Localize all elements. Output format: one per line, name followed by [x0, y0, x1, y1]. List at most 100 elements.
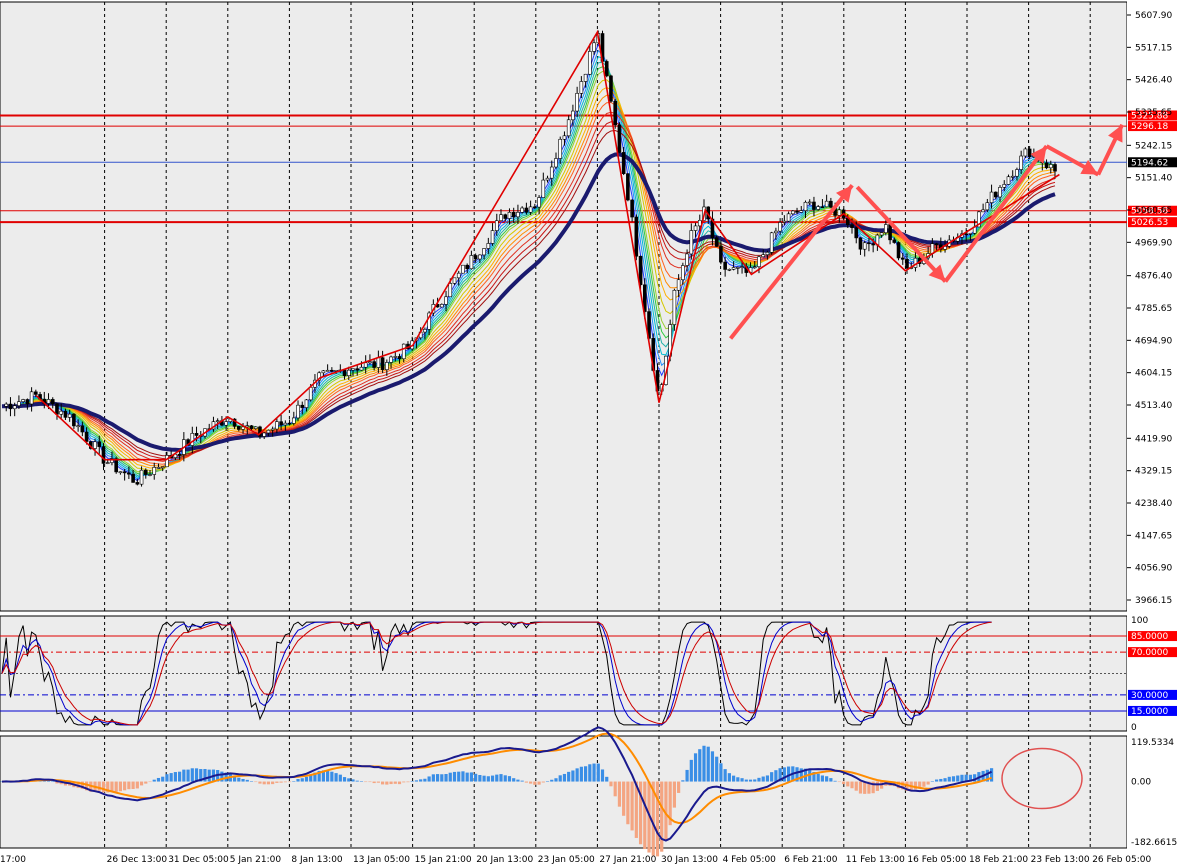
stochastic-tick-label: 0	[1131, 723, 1137, 733]
price-tick-label: 3966.15	[1135, 596, 1172, 606]
macd-histogram-bar	[778, 768, 782, 782]
macd-histogram-bar	[309, 774, 313, 782]
candle-body	[583, 73, 588, 82]
stochastic-line	[1, 621, 992, 726]
macd-histogram-bar	[693, 753, 698, 782]
candle-body	[621, 152, 626, 174]
macd-histogram-bar	[753, 779, 757, 782]
candle-body	[989, 191, 994, 203]
macd-histogram-bar	[279, 781, 283, 783]
macd-histogram-bar	[516, 779, 520, 782]
macd-histogram-bar	[545, 781, 550, 782]
candle-body	[368, 361, 372, 364]
macd-histogram-bar	[896, 781, 901, 789]
macd-histogram-bar	[127, 781, 131, 790]
price-level-badge	[1128, 157, 1177, 168]
macd-histogram-bar	[51, 781, 55, 782]
macd-histogram-bar	[419, 779, 423, 782]
macd-histogram-bar	[194, 768, 199, 782]
macd-histogram-bar	[550, 779, 554, 782]
candle-body	[17, 401, 21, 407]
candle-body	[59, 410, 64, 415]
macd-histogram-bar	[152, 779, 156, 782]
candle-body	[820, 206, 825, 208]
macd-histogram-bar	[660, 781, 664, 852]
candle-body	[609, 75, 613, 102]
macd-histogram-bar	[575, 768, 579, 782]
macd-histogram-bar	[820, 775, 825, 782]
macd-histogram-bar	[562, 773, 567, 782]
macd-histogram-bar	[178, 771, 182, 782]
macd-histogram-bar	[355, 780, 359, 782]
macd-histogram-bar	[567, 771, 571, 782]
macd-histogram-bar	[385, 781, 389, 785]
price-level-label: 5058.58	[1131, 207, 1168, 217]
macd-histogram-bar	[59, 781, 63, 785]
macd-histogram-bar	[579, 766, 583, 782]
candle-body	[562, 135, 567, 140]
candle-body	[964, 233, 968, 236]
macd-histogram-bar	[156, 777, 161, 782]
candle-body	[1044, 162, 1049, 169]
candle-body	[503, 214, 508, 219]
candle-body	[152, 467, 157, 475]
time-tick-label: 27 Jan 21:00	[599, 855, 656, 865]
macd-histogram-bar	[529, 781, 533, 784]
candle-body	[245, 425, 250, 428]
macd-histogram-bar	[326, 770, 330, 782]
macd-histogram-bar	[512, 778, 516, 782]
macd-histogram-bar	[254, 781, 258, 783]
candle-body	[330, 369, 334, 372]
candle-body	[372, 361, 376, 368]
candle-body	[8, 403, 13, 410]
candle-body	[900, 257, 905, 260]
candle-body	[795, 210, 799, 213]
macd-histogram-bar	[300, 778, 304, 782]
candle-body	[118, 471, 123, 474]
candle-body	[592, 42, 596, 52]
candle-body	[816, 206, 820, 210]
macd-histogram-bar	[664, 781, 668, 841]
macd-histogram-bar	[782, 767, 786, 782]
candle-body	[786, 213, 791, 222]
candle-body	[850, 224, 854, 228]
candle-body	[389, 356, 393, 363]
macd-histogram-bar	[605, 776, 609, 782]
candle-body	[253, 426, 258, 429]
candle-body	[998, 187, 1002, 198]
macd-histogram-bar	[507, 776, 512, 782]
candle-body	[110, 458, 114, 463]
macd-histogram-bar	[930, 781, 934, 782]
candle-body	[29, 391, 34, 405]
macd-histogram-bar	[169, 773, 173, 782]
macd-histogram-bar	[173, 772, 177, 782]
price-tick-label: 5517.15	[1135, 43, 1172, 53]
macd-line	[1, 726, 993, 842]
candle-body	[981, 209, 985, 213]
stochastic-level-badge	[1128, 689, 1177, 700]
macd-histogram-bar	[262, 781, 266, 785]
price-tick-label: 5151.40	[1135, 174, 1172, 184]
macd-histogram-bar	[871, 781, 875, 794]
candle-body	[156, 467, 161, 469]
candle-body	[143, 469, 148, 475]
macd-histogram-bar	[397, 781, 402, 785]
candle-body	[80, 425, 85, 433]
macd-histogram-bar	[677, 781, 681, 793]
macd-histogram-bar	[317, 770, 321, 782]
time-tick-label: 18 Feb 21:00	[969, 855, 1028, 865]
candle-body	[304, 399, 309, 408]
macd-histogram-bar	[774, 770, 778, 782]
macd-histogram-bar	[266, 781, 271, 785]
macd-histogram-bar	[905, 781, 909, 791]
macd-histogram-bar	[139, 781, 144, 786]
candle-body	[351, 368, 355, 371]
time-tick-label: 23 Feb 13:00	[1031, 855, 1090, 865]
price-tick-label: 5607.90	[1135, 11, 1172, 21]
candle-body	[363, 362, 368, 368]
price-tick-label: 4785.65	[1135, 304, 1172, 314]
candle-body	[545, 177, 550, 181]
